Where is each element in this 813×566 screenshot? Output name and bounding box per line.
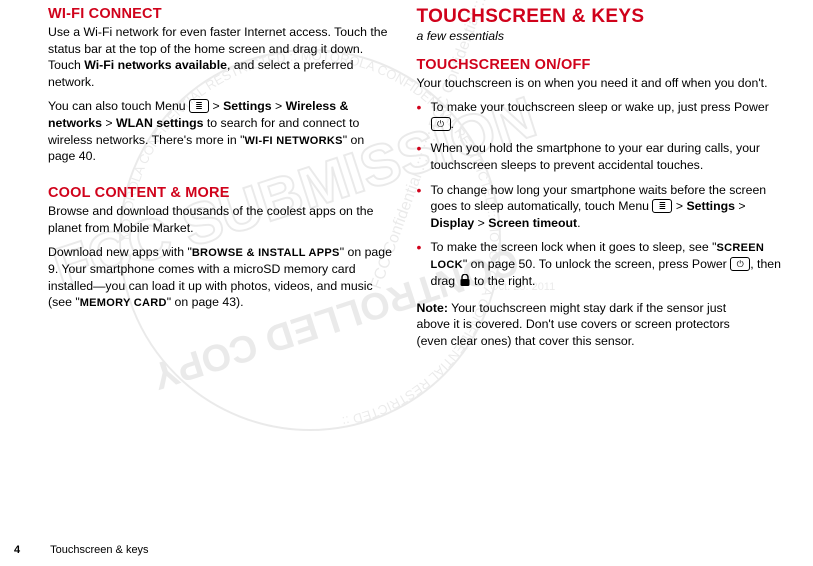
page-number: 4 (14, 544, 20, 556)
heading-touchscreen-keys: Touchscreen & keys (417, 6, 786, 28)
list-item: When you hold the smartphone to your ear… (417, 140, 786, 173)
menu-key-icon: ≣ (652, 199, 672, 213)
cool-para-2: Download new apps with "Browse & install… (48, 244, 393, 311)
page-body: Wi-Fi connect Use a Wi-Fi network for ev… (0, 0, 813, 545)
heading-touchscreen-onoff: Touchscreen on/off (417, 57, 786, 73)
list-item: To make your touchscreen sleep or wake u… (417, 99, 786, 132)
onoff-intro: Your touchscreen is on when you need it … (417, 75, 786, 92)
wifi-para-2: You can also touch Menu ≣ > Settings > W… (48, 98, 393, 165)
right-column: Touchscreen & keys a few essentials Touc… (417, 6, 786, 545)
power-key-icon: ⏻ (730, 257, 750, 271)
list-item: To make the screen lock when it goes to … (417, 239, 786, 291)
subheading: a few essentials (417, 28, 786, 45)
left-column: Wi-Fi connect Use a Wi-Fi network for ev… (48, 6, 417, 545)
menu-key-icon: ≣ (189, 99, 209, 113)
note-paragraph: Note: Your touchscreen might stay dark i… (417, 300, 747, 350)
footer-section-name: Touchscreen & keys (50, 544, 148, 556)
onoff-list: To make your touchscreen sleep or wake u… (417, 99, 786, 291)
list-item: To change how long your smartphone waits… (417, 182, 786, 232)
lock-icon (459, 274, 471, 292)
heading-cool-content: Cool content & more (48, 185, 393, 201)
power-key-icon: ⏻ (431, 117, 451, 131)
cool-para-1: Browse and download thousands of the coo… (48, 203, 393, 236)
footer: 4 Touchscreen & keys (14, 544, 149, 556)
wifi-para-1: Use a Wi-Fi network for even faster Inte… (48, 24, 393, 90)
heading-wifi: Wi-Fi connect (48, 6, 393, 22)
